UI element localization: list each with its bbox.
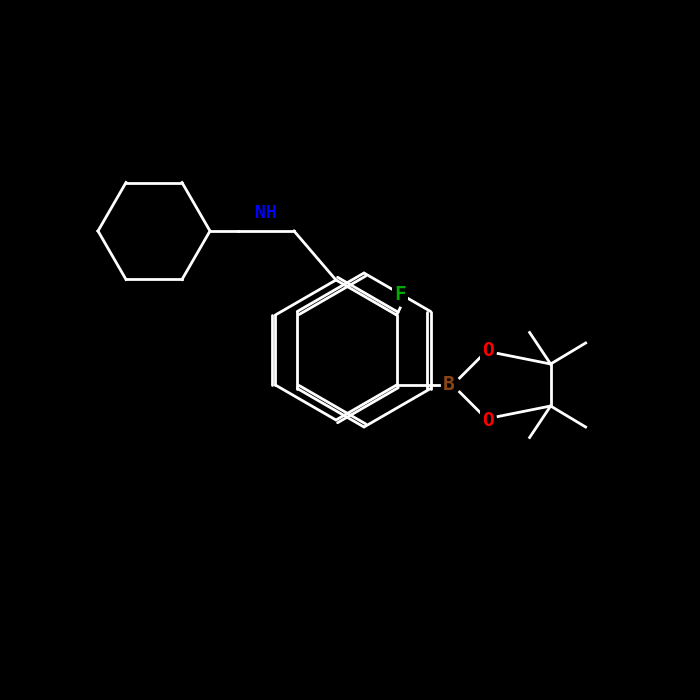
Text: F: F [394, 284, 406, 304]
Text: O: O [482, 410, 494, 430]
Text: O: O [482, 340, 494, 360]
Text: NH: NH [255, 204, 277, 223]
Text: B: B [443, 375, 455, 395]
